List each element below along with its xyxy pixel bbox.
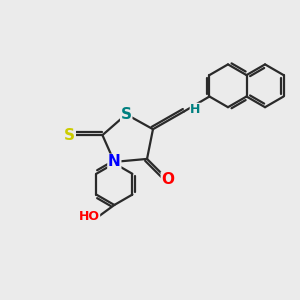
Text: O: O <box>161 172 174 187</box>
Text: H: H <box>190 103 201 116</box>
Text: HO: HO <box>79 210 100 224</box>
Text: N: N <box>108 154 121 169</box>
Text: S: S <box>64 128 75 142</box>
Text: S: S <box>121 107 132 122</box>
